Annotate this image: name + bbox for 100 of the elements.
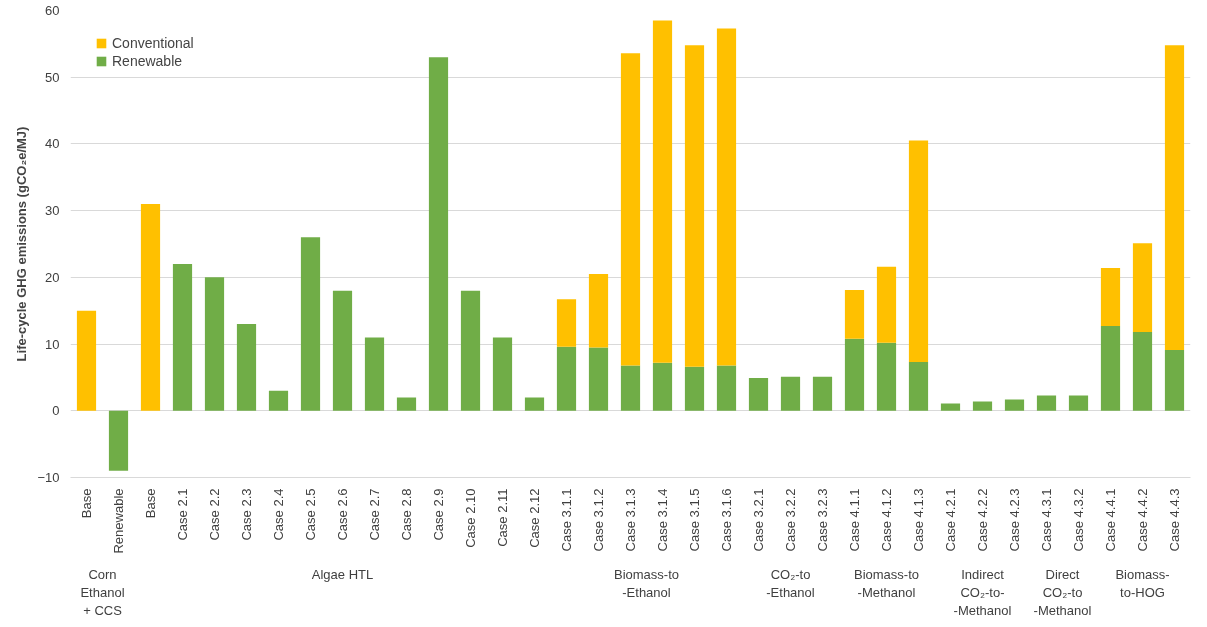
x-tick-label: Case 2.9 [431,488,446,541]
x-tick-label: Base [143,488,158,519]
y-tick-label: 40 [45,136,60,152]
bar [364,337,385,411]
bar [908,140,929,363]
x-tick-label: Case 2.2 [207,488,222,541]
x-tick-label: Case 4.4.3 [1167,488,1182,552]
x-tick-label: Case 3.1.2 [591,488,606,552]
bar [460,290,481,411]
bar [492,337,513,411]
bar [652,362,673,411]
legend-label: Renewable [112,53,183,69]
bar [876,266,897,343]
bar [76,310,97,411]
x-tick-label: Case 3.1.6 [719,488,734,552]
x-tick-label: Case 4.4.2 [1135,488,1150,552]
bar [908,362,929,411]
x-tick-label: Case 3.1.3 [623,488,638,552]
legend-label: Conventional [112,35,194,51]
bar [716,28,737,366]
x-tick-label: Case 2.10 [463,488,478,548]
x-tick-label: Renewable [111,488,126,554]
y-tick-label: 10 [45,336,60,352]
bar [236,324,257,411]
bar [1100,326,1121,411]
x-tick-label: Case 3.1.4 [655,488,670,552]
bar [1068,395,1089,411]
bar [204,277,225,411]
bar [620,53,641,366]
bar [876,342,897,411]
x-tick-label: Case 2.5 [303,488,318,541]
text: Indirect CO₂-to- -Methanol [953,566,1012,618]
bar [1132,332,1153,411]
bar [684,45,705,367]
text: Algae HTL [311,566,374,582]
text: Corn Ethanol + CCS [80,566,125,618]
bar [684,366,705,411]
x-tick-label: Case 4.2.1 [943,488,958,552]
bar [428,57,449,411]
bar [1132,243,1153,333]
bar [1100,268,1121,327]
bar [620,365,641,411]
x-tick-label: Case 2.8 [399,488,414,541]
x-tick-label: Case 2.3 [239,488,254,541]
x-tick-label: Case 4.1.2 [879,488,894,552]
text: Biomass- to-HOG [1115,566,1170,600]
bar [652,20,673,363]
bar [300,237,321,411]
y-tick-label: 50 [45,69,60,85]
x-tick-label: Case 2.6 [335,488,350,541]
y-tick-label: −10 [37,470,60,485]
y-tick-label: 30 [45,203,60,219]
bar [172,264,193,411]
bar [1164,350,1185,411]
bar [716,365,737,411]
y-tick-label: 0 [52,403,60,419]
bar [140,203,161,411]
text: CO₂-to -Ethanol [766,566,815,600]
bar [748,378,769,411]
x-tick-label: Case 4.1.1 [847,488,862,552]
x-tick-label: Case 3.1.1 [559,488,574,552]
bar [844,290,865,339]
bar [780,376,801,411]
bar [588,347,609,411]
bar [1036,395,1057,411]
bar [1004,399,1025,411]
y-axis-title: Life-cycle GHG emissions (gCO₂e/MJ) [14,126,30,362]
x-tick-label: Case 3.2.1 [751,488,766,552]
bar [332,290,353,411]
text: Biomass-to -Ethanol [613,566,680,600]
text: Direct CO₂-to -Methanol [1033,566,1092,618]
x-tick-label: Case 4.1.3 [911,488,926,552]
x-tick-label: Case 2.11 [495,488,510,547]
x-tick-label: Case 2.1 [175,488,190,541]
x-tick-label: Case 2.12 [527,488,542,548]
bar [556,299,577,347]
x-tick-label: Base [79,488,94,519]
x-tick-label: Case 4.3.2 [1071,488,1086,552]
bar [1164,45,1185,351]
x-tick-label: Case 3.2.3 [815,488,830,552]
y-tick-label: 60 [45,3,60,18]
x-tick-label: Case 2.4 [271,488,286,541]
x-tick-label: Case 3.1.5 [687,488,702,552]
bar [108,410,129,471]
bar [556,346,577,411]
x-tick-label: Case 3.2.2 [783,488,798,552]
bar [972,401,993,411]
x-tick-label: Case 4.3.1 [1039,488,1054,552]
x-tick-label: Case 4.2.3 [1007,488,1022,552]
bar [844,338,865,411]
bar [812,376,833,411]
y-tick-label: 20 [45,269,60,285]
text: Biomass-to -Methanol [853,566,920,600]
bar [396,397,417,411]
bar [940,403,961,411]
x-tick-label: Case 2.7 [367,488,382,541]
bar [268,390,289,411]
bar [588,274,609,348]
x-tick-label: Case 4.2.2 [975,488,990,552]
x-tick-label: Case 4.4.1 [1103,488,1118,552]
